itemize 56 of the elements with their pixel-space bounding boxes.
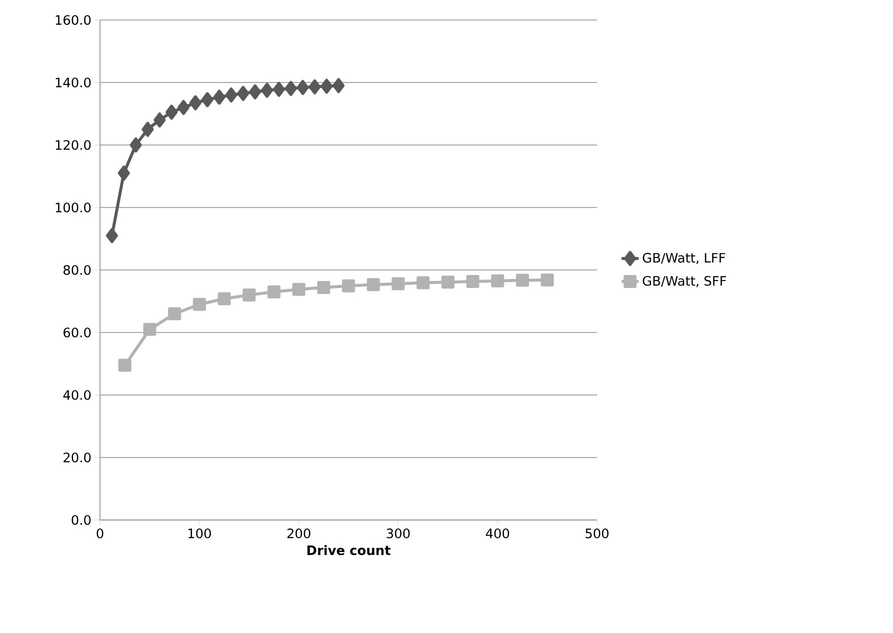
point [189,95,202,110]
point [218,292,231,306]
y-tick-label: 120.0 [56,140,91,150]
y-tick-label: 160.0 [56,15,91,25]
point [342,279,356,292]
point [308,79,321,94]
point [201,92,214,108]
point [366,278,380,292]
legend-label: GB/Watt, LFF [642,252,726,264]
point [284,80,297,96]
point [118,358,132,372]
y-tick-label: 20.0 [64,452,91,462]
point [178,100,190,115]
point [317,280,330,294]
point [154,112,166,128]
point [332,78,345,94]
point [192,298,206,311]
y-tick-label: 80.0 [64,265,91,275]
point [118,166,130,181]
point [320,78,333,94]
point [261,82,274,98]
point [242,288,256,302]
x-tick-label: 0 [96,528,104,538]
point [142,122,154,137]
point [540,273,554,286]
y-tick-label: 100.0 [56,202,91,212]
point [166,104,178,120]
point [292,282,306,296]
point [237,86,250,101]
point [416,276,430,290]
point [441,276,454,289]
point [130,137,142,152]
point [516,274,529,287]
x-tick-label: 500 [586,528,608,538]
point [168,307,182,320]
point [213,90,226,105]
y-tick-label: 140.0 [56,78,91,88]
point [491,274,504,288]
x-tick-label: 400 [486,528,510,538]
y-tick-label: 40.0 [63,390,91,400]
legend-label: GB/Watt, SFF [642,276,726,288]
point [392,277,405,290]
x-axis-title: Drive count [307,545,390,556]
point [143,322,156,336]
y-tick-label: 60.0 [64,328,91,338]
x-tick-label: 100 [188,528,211,538]
point [296,80,309,95]
point [249,84,262,100]
y-tick-label: 0.0 [72,515,91,525]
point [267,285,280,298]
x-tick-label: 300 [386,528,410,538]
x-tick-label: 200 [287,528,310,538]
point [272,82,285,97]
point [466,275,480,288]
point [106,228,118,244]
point [225,87,238,102]
